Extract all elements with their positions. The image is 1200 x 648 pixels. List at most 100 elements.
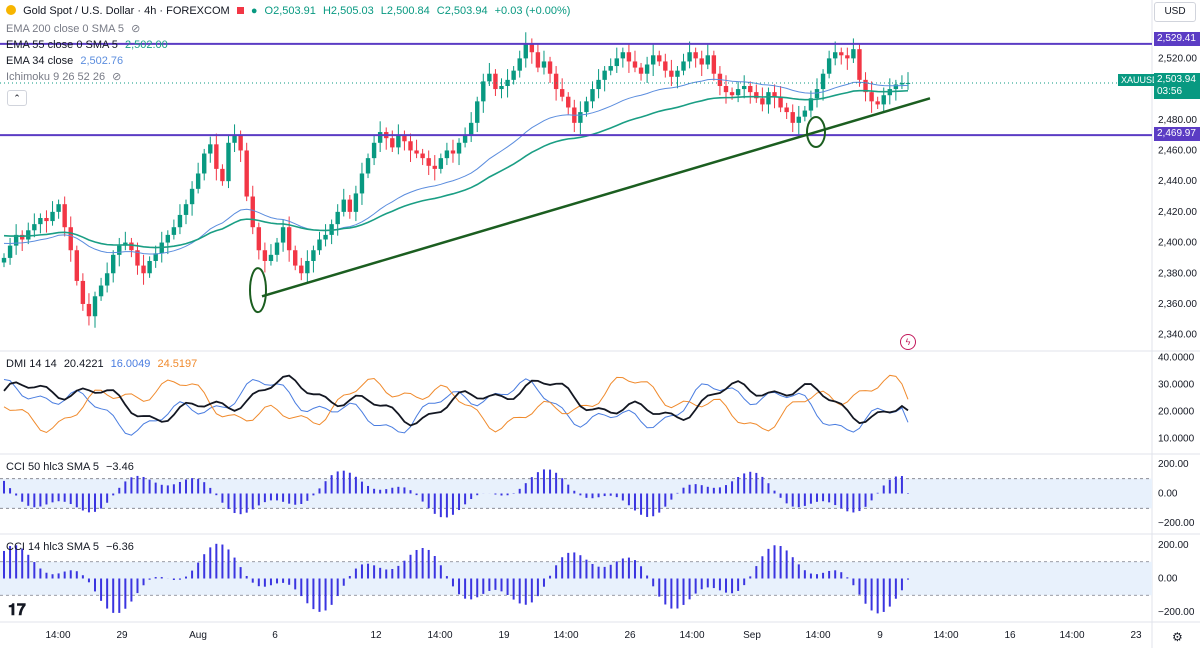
candle-body bbox=[26, 230, 31, 240]
cci14-legend[interactable]: CCI 14 hlc3 SMA 5 −6.36 bbox=[6, 540, 138, 554]
candle-body bbox=[748, 86, 753, 93]
eye-hidden-icon[interactable]: ⊘ bbox=[112, 71, 122, 83]
candle-body bbox=[741, 86, 747, 90]
candle-body bbox=[705, 55, 710, 65]
bar-countdown: 03:56 bbox=[1157, 86, 1183, 97]
price-tick-label: 2,420.00 bbox=[1158, 207, 1197, 218]
minus-di-line bbox=[3, 374, 909, 434]
candle-body bbox=[220, 168, 225, 182]
collapse-legend-button[interactable]: ⌃ bbox=[7, 90, 27, 106]
candle-body bbox=[195, 173, 201, 189]
candle-body bbox=[141, 265, 146, 274]
adx-value: 20.4221 bbox=[63, 358, 104, 370]
candle-body bbox=[814, 89, 820, 99]
candle-body bbox=[869, 92, 874, 102]
ohlc-close: C2,503.94 bbox=[436, 5, 488, 17]
cci-band bbox=[0, 478, 1152, 509]
cci-tick-label: −200.00 bbox=[1158, 518, 1195, 529]
low-marker-ellipse bbox=[806, 116, 826, 149]
time-tick-label: 14:00 bbox=[679, 630, 704, 641]
candle-body bbox=[335, 211, 340, 225]
candle-body bbox=[44, 218, 49, 222]
gold-symbol-icon bbox=[6, 5, 16, 15]
time-tick-label: 16 bbox=[1004, 630, 1016, 641]
symbol-tag: XAUUSD bbox=[1118, 74, 1162, 86]
last-price-tag: 2,503.94 03:56 bbox=[1154, 73, 1200, 99]
price-tick-label: 2,520.00 bbox=[1158, 53, 1197, 64]
candle-body bbox=[317, 239, 322, 251]
currency-button[interactable]: USD bbox=[1154, 2, 1196, 22]
candle-body bbox=[117, 245, 122, 255]
cci50-value: −3.46 bbox=[106, 461, 134, 473]
cci-tick-label: −200.00 bbox=[1158, 607, 1195, 618]
candle-body bbox=[669, 70, 674, 77]
candle-body bbox=[432, 165, 437, 169]
ema55-legend[interactable]: EMA 55 close 0 SMA 5 2,502.00 bbox=[6, 38, 172, 52]
ema200-legend[interactable]: EMA 200 close 0 SMA 5 ⊘ bbox=[6, 22, 144, 36]
candle-body bbox=[153, 253, 158, 261]
candle-body bbox=[590, 89, 595, 102]
time-tick-label: 14:00 bbox=[933, 630, 958, 641]
ema34-value: 2,502.76 bbox=[80, 55, 124, 67]
time-tick-label: 23 bbox=[1130, 630, 1142, 641]
candle-body bbox=[50, 211, 55, 222]
candle-body bbox=[766, 92, 771, 105]
cci-tick-label: 200.00 bbox=[1158, 459, 1189, 470]
candle-body bbox=[663, 61, 668, 71]
candle-body bbox=[644, 64, 650, 74]
candle-body bbox=[808, 98, 814, 111]
flag-icon[interactable] bbox=[236, 7, 244, 14]
candle-body bbox=[244, 150, 249, 197]
ema200-label: EMA 200 close 0 SMA 5 bbox=[6, 23, 125, 35]
candle-body bbox=[529, 43, 535, 53]
candle-body bbox=[420, 153, 425, 159]
candle-body bbox=[250, 196, 255, 228]
candle-body bbox=[626, 52, 632, 62]
ema55-line bbox=[3, 89, 909, 249]
candle-body bbox=[675, 70, 680, 77]
dmi-tick-label: 10.0000 bbox=[1158, 433, 1195, 444]
plus-di-line bbox=[3, 378, 909, 436]
ema34-legend[interactable]: EMA 34 close 2,502.76 bbox=[6, 54, 127, 68]
candle-body bbox=[584, 101, 589, 113]
candle-body bbox=[177, 214, 183, 228]
cci14-value: −6.36 bbox=[106, 541, 134, 553]
ohlc-low: L2,500.84 bbox=[380, 5, 430, 17]
dmi-tick-label: 40.0000 bbox=[1158, 352, 1195, 363]
price-tick-label: 2,440.00 bbox=[1158, 176, 1197, 187]
candle-body bbox=[845, 55, 850, 59]
time-tick-label: 14:00 bbox=[45, 630, 70, 641]
candle-body bbox=[214, 144, 219, 169]
cci14-label: CCI 14 hlc3 SMA 5 bbox=[6, 541, 99, 553]
alert-lightning-icon[interactable]: ϟ bbox=[900, 334, 916, 350]
candle-body bbox=[256, 227, 262, 251]
eye-hidden-icon[interactable]: ⊘ bbox=[131, 23, 141, 35]
candle-body bbox=[56, 204, 61, 212]
ichimoku-label: Ichimoku 9 26 52 26 bbox=[6, 71, 106, 83]
tradingview-logo-icon[interactable]: 𝟏𝟕 bbox=[8, 602, 26, 619]
candle-body bbox=[790, 112, 795, 123]
candle-body bbox=[353, 193, 359, 212]
candle-body bbox=[881, 95, 886, 105]
candle-body bbox=[517, 58, 522, 71]
dmi-legend[interactable]: DMI 14 14 20.4221 16.0049 24.5197 bbox=[6, 357, 201, 371]
plus-di-value: 16.0049 bbox=[110, 358, 151, 370]
candle-body bbox=[68, 227, 73, 251]
candle-body bbox=[778, 96, 783, 108]
candle-body bbox=[687, 52, 692, 62]
candle-body bbox=[32, 224, 37, 231]
cci-band bbox=[0, 561, 1152, 596]
support-price-tag: 2,469.97 bbox=[1154, 127, 1200, 141]
ohlc-open: O2,503.91 bbox=[264, 5, 316, 17]
market-open-icon: ● bbox=[250, 5, 258, 17]
symbol-legend: Gold Spot / U.S. Dollar · 4h · FOREXCOM … bbox=[6, 4, 574, 18]
cci50-legend[interactable]: CCI 50 hlc3 SMA 5 −3.46 bbox=[6, 460, 138, 474]
candle-body bbox=[493, 73, 498, 90]
candle-body bbox=[396, 135, 401, 148]
symbol-title[interactable]: Gold Spot / U.S. Dollar · 4h · FOREXCOM bbox=[23, 5, 230, 17]
settings-gear-icon[interactable]: ⚙ bbox=[1172, 630, 1183, 644]
candle-body bbox=[135, 250, 140, 266]
ichimoku-legend[interactable]: Ichimoku 9 26 52 26 ⊘ bbox=[6, 70, 125, 84]
candle-body bbox=[226, 142, 231, 182]
